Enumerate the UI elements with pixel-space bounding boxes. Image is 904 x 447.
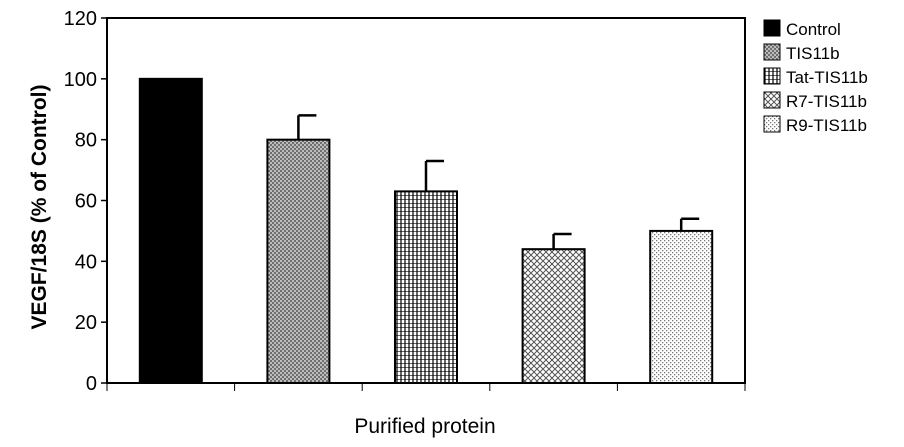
x-axis-label: Purified protein bbox=[354, 415, 495, 438]
y-tick-label: 60 bbox=[75, 191, 97, 213]
legend-swatch bbox=[763, 43, 781, 61]
bar bbox=[394, 190, 458, 384]
bar bbox=[521, 248, 586, 384]
y-tick-label: 120 bbox=[64, 8, 97, 30]
legend-swatch bbox=[763, 91, 781, 109]
legend-label: Control bbox=[786, 20, 841, 39]
y-tick-label: 20 bbox=[75, 312, 97, 334]
bar bbox=[649, 229, 714, 384]
bar bbox=[138, 77, 203, 384]
legend-swatch bbox=[763, 67, 781, 85]
y-tick-label: 80 bbox=[75, 130, 97, 152]
y-tick-label: 100 bbox=[64, 69, 97, 91]
legend-label: R7-TIS11b bbox=[786, 92, 867, 111]
legend-label: TIS11b bbox=[786, 44, 840, 63]
legend-label: R9-TIS11b bbox=[786, 116, 867, 135]
y-tick-label: 0 bbox=[86, 373, 97, 395]
bar bbox=[266, 138, 331, 384]
y-tick-label: 40 bbox=[75, 251, 97, 273]
legend-swatch bbox=[763, 19, 781, 37]
legend: Control TIS11b Tat-TIS11b R7-TIS11b R9-TIS11… bbox=[763, 19, 868, 135]
legend-label: Tat-TIS11b bbox=[786, 68, 868, 87]
legend-swatch bbox=[763, 115, 781, 133]
y-axis-label: VEGF/18S (% of Control) bbox=[28, 84, 51, 329]
